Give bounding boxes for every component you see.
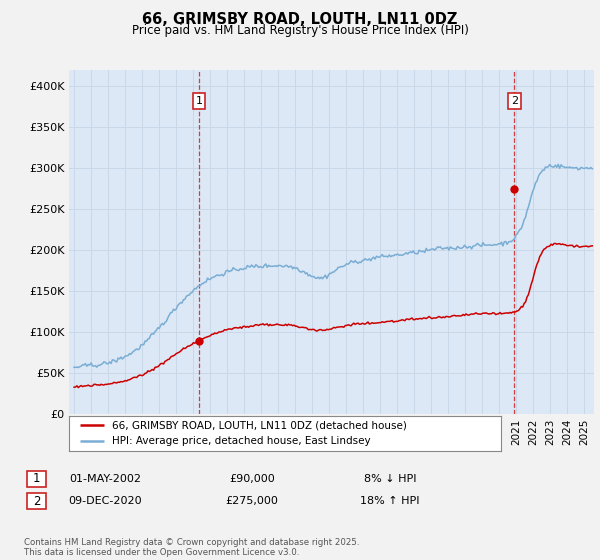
Text: 2: 2 — [511, 96, 518, 106]
Text: 2: 2 — [33, 494, 40, 508]
Text: 8% ↓ HPI: 8% ↓ HPI — [364, 474, 416, 484]
Text: 1: 1 — [33, 472, 40, 486]
Text: £90,000: £90,000 — [229, 474, 275, 484]
Text: Contains HM Land Registry data © Crown copyright and database right 2025.
This d: Contains HM Land Registry data © Crown c… — [24, 538, 359, 557]
Text: 18% ↑ HPI: 18% ↑ HPI — [360, 496, 420, 506]
Text: 01-MAY-2002: 01-MAY-2002 — [69, 474, 141, 484]
Text: 1: 1 — [196, 96, 202, 106]
Text: 66, GRIMSBY ROAD, LOUTH, LN11 0DZ: 66, GRIMSBY ROAD, LOUTH, LN11 0DZ — [142, 12, 458, 27]
Text: 66, GRIMSBY ROAD, LOUTH, LN11 0DZ (detached house): 66, GRIMSBY ROAD, LOUTH, LN11 0DZ (detac… — [112, 421, 407, 431]
Text: £275,000: £275,000 — [226, 496, 278, 506]
Text: 09-DEC-2020: 09-DEC-2020 — [68, 496, 142, 506]
Text: HPI: Average price, detached house, East Lindsey: HPI: Average price, detached house, East… — [112, 436, 371, 446]
Text: Price paid vs. HM Land Registry's House Price Index (HPI): Price paid vs. HM Land Registry's House … — [131, 24, 469, 36]
